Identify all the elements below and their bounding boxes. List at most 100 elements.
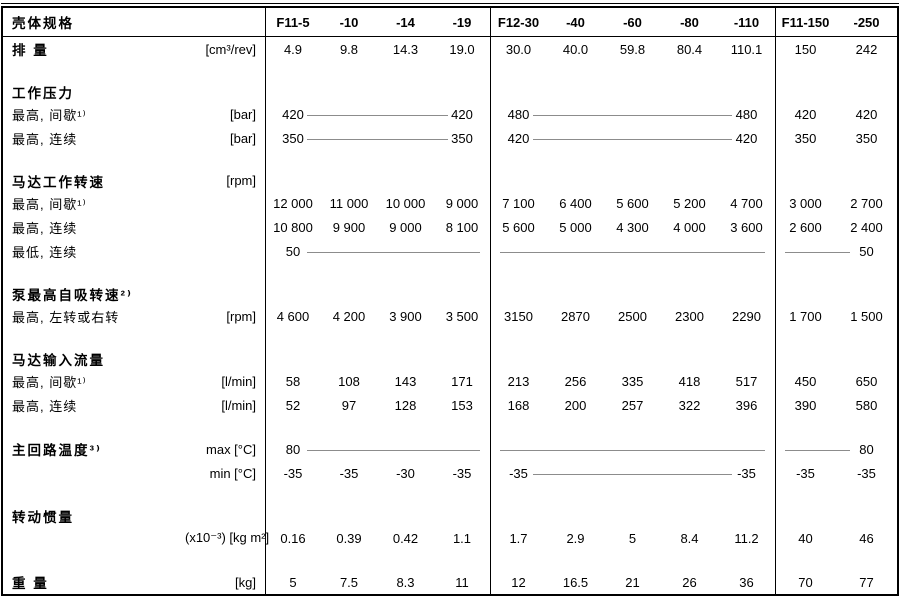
cell-value: 2870 <box>561 308 590 324</box>
table-row: 最高, 左转或右转 [rpm] 4 600 4 200 3 900 3 500 3150 28… <box>3 304 897 328</box>
row-unit: [bar] <box>229 106 256 122</box>
table-row: 排 量 [cm³/rev] 4.9 9.8 14.3 19.0 30.0 40.0 59.8 80… <box>3 37 897 61</box>
table-row: 马达工作转速 [rpm] <box>3 170 897 191</box>
cell-value: 128 <box>394 397 417 413</box>
table-row: 泵最高自吸转速²⁾ <box>3 283 897 304</box>
table-row: 转动惯量 <box>3 505 897 526</box>
table-row: 最高, 间歇¹⁾ 12 000 11 000 10 000 9 000 7 100 6 40… <box>3 191 897 215</box>
cell-value: -35 <box>339 465 359 481</box>
cell-value: 0.16 <box>280 530 306 546</box>
cell-value: 350 <box>282 130 304 146</box>
cell-value: 12 000 <box>273 195 313 211</box>
span-line-rule <box>307 251 480 253</box>
cell-value: 1 700 <box>789 308 822 324</box>
cell-value: 50 <box>859 243 874 259</box>
column-header: -40 <box>566 14 585 30</box>
cell-value: 450 <box>794 373 817 389</box>
value-span-line <box>775 437 850 461</box>
row-unit: max [°C] <box>206 441 256 457</box>
table-row: 最高, 连续 [bar] 350 350 420 420 350 350 <box>3 126 897 150</box>
cell-value: 418 <box>678 373 701 389</box>
cell-value: 10 800 <box>273 219 313 235</box>
cell-value: -35 <box>509 465 528 481</box>
value-span-line <box>490 437 775 461</box>
table-row: 最高, 间歇¹⁾ [bar] 420 420 480 480 420 420 <box>3 102 897 126</box>
row-label: 最高, 连续 <box>12 398 78 414</box>
row-label: 泵最高自吸转速²⁾ <box>12 287 133 303</box>
span-line-rule <box>533 114 732 116</box>
column-header: -60 <box>623 14 642 30</box>
cell-value: 322 <box>678 397 701 413</box>
cell-value: -35 <box>452 465 472 481</box>
cell-value: 21 <box>625 574 640 590</box>
table-title: 壳体规格 <box>12 16 74 31</box>
row-label: 排 量 <box>12 43 49 58</box>
cell-value: 2 700 <box>850 195 883 211</box>
cell-value: 30.0 <box>505 41 532 57</box>
cell-value: 350 <box>855 130 878 146</box>
value-span-line <box>533 461 732 485</box>
span-line-rule <box>785 449 850 451</box>
cell-value: 3 500 <box>445 308 479 324</box>
cell-value: 143 <box>394 373 417 389</box>
cell-value: 3 600 <box>730 219 763 235</box>
row-label: 工作压力 <box>12 85 74 101</box>
cell-value: 200 <box>564 397 587 413</box>
cell-value: 1 500 <box>850 308 883 324</box>
cell-value: 0.42 <box>392 530 419 546</box>
column-header: -10 <box>339 14 359 30</box>
value-span-line <box>775 239 850 263</box>
cell-value: 108 <box>338 373 360 389</box>
cell-value: 420 <box>507 130 530 146</box>
cell-value: 8.4 <box>680 530 699 546</box>
cell-value: 420 <box>794 106 817 122</box>
row-label: 马达输入流量 <box>12 352 105 368</box>
cell-value: 5 000 <box>559 219 592 235</box>
value-span-line <box>307 102 448 126</box>
table-row: 最高, 连续 10 800 9 900 9 000 8 100 5 600 5 000 4 3… <box>3 215 897 239</box>
value-span-line <box>533 102 732 126</box>
cell-value: 19.0 <box>449 41 475 57</box>
cell-value: 36 <box>739 574 754 590</box>
cell-value: 12 <box>511 574 526 590</box>
cell-value: 580 <box>855 397 878 413</box>
group-divider-3 <box>775 8 776 594</box>
cell-value: 256 <box>564 373 587 389</box>
cell-value: 213 <box>507 373 530 389</box>
cell-value: 517 <box>735 373 758 389</box>
cell-value: 11 000 <box>329 195 369 211</box>
row-label: 最高, 连续 <box>12 131 78 147</box>
cell-value: 0.39 <box>336 530 362 546</box>
spacer-row <box>3 263 897 283</box>
value-span-line <box>533 126 732 150</box>
span-line-rule <box>533 473 732 475</box>
cell-value: 9 000 <box>445 195 479 211</box>
cell-value: 58 <box>285 373 301 389</box>
cell-value: 1.7 <box>509 530 528 546</box>
spacer-row <box>3 485 897 505</box>
cell-value: 3150 <box>504 308 533 324</box>
table-row: 重 量 [kg] 5 7.5 8.3 11 12 16.5 21 26 36 70 77 <box>3 570 897 594</box>
cell-value: 650 <box>855 373 878 389</box>
cell-value: 2300 <box>675 308 704 324</box>
cell-value: 150 <box>794 41 817 57</box>
cell-value: 7 100 <box>502 195 535 211</box>
cell-value: 50 <box>285 243 301 259</box>
cell-value: 5 600 <box>502 219 535 235</box>
row-unit: [cm³/rev] <box>205 41 256 57</box>
cell-value: -35 <box>857 465 876 481</box>
cell-value: 80 <box>285 441 301 457</box>
span-line-rule <box>533 138 732 140</box>
cell-value: 70 <box>798 574 813 590</box>
column-header: -250 <box>853 14 880 30</box>
cell-value: 110.1 <box>730 41 763 57</box>
row-label: 最高, 间歇¹⁾ <box>12 196 87 212</box>
cell-value: 5 <box>628 530 637 546</box>
top-rule <box>1 3 899 4</box>
cell-value: 11 <box>455 574 469 590</box>
row-unit: [l/min] <box>221 373 256 389</box>
table-row: (x10⁻³) [kg m²] 0.16 0.39 0.42 1.1 1.7 2.9 5 8.4… <box>3 526 897 550</box>
table-row: 马达输入流量 <box>3 348 897 369</box>
spacer-row <box>3 417 897 437</box>
